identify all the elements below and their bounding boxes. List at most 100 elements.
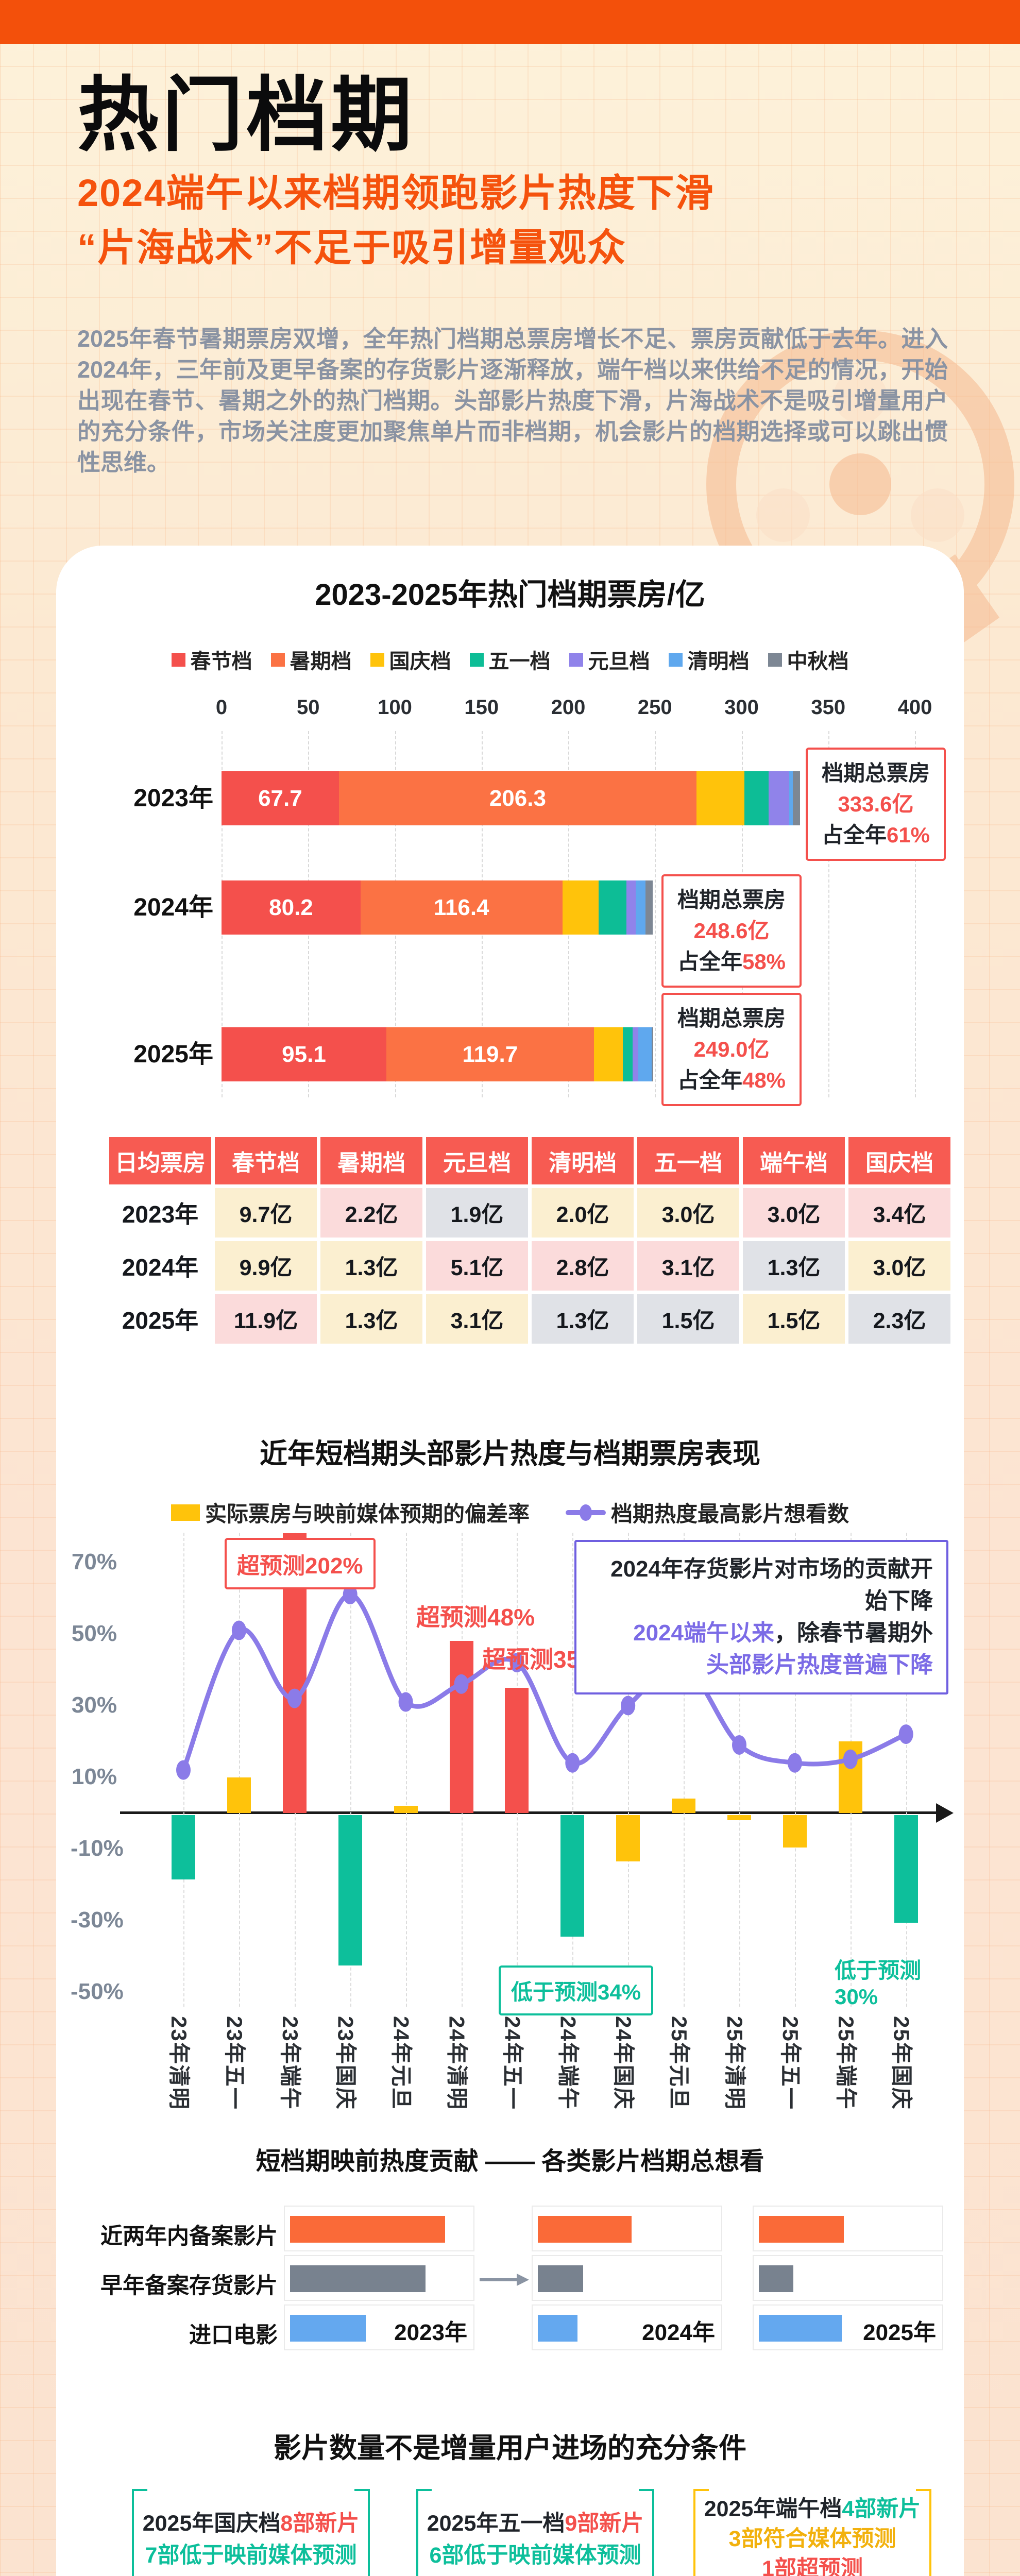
contribution-bar <box>290 2216 445 2243</box>
table-cell: 2.0亿 <box>532 1188 634 1238</box>
x-category-label: 25年端午 <box>834 2016 858 2110</box>
deviation-bar <box>783 1815 807 1848</box>
x-category-label: 24年国庆 <box>611 2016 636 2110</box>
text-segment: 8部新片 <box>280 2511 360 2536</box>
gridline <box>739 1533 740 2007</box>
table-cell: 11.9亿 <box>215 1294 317 1344</box>
contribution-cell <box>753 2255 943 2301</box>
contribution-bar <box>759 2216 844 2243</box>
text-segment: 58% <box>742 950 786 974</box>
stacked-chart-title: 2023-2025年热门档期票房/亿 <box>315 578 705 612</box>
contribution-cell <box>753 2304 943 2350</box>
legend-label: 元旦档 <box>588 650 650 673</box>
stacked-chart-legend: 春节档 暑期档 国庆档 五一档 元旦档 清明档 中秋档 <box>56 645 964 674</box>
legend-swatch-icon <box>370 652 384 667</box>
table-row-label: 2025年 <box>122 1307 199 1334</box>
bracket-box: 2025年五一档9部新片 6部低于映前媒体预测 <box>416 2489 654 2576</box>
legend-label: 清明档 <box>687 650 750 673</box>
callout-line-2: 248.6亿 <box>693 919 770 943</box>
legend-item: 元旦档 <box>569 645 650 674</box>
x-category-label: 24年清明 <box>445 2016 469 2110</box>
bracket-box-line: 1部超预测 <box>693 2554 931 2576</box>
text-segment: ，除春节暑期外 <box>774 1620 933 1646</box>
deviation-bar <box>505 1687 529 1813</box>
contribution-panel: 2024年 <box>532 2206 722 2354</box>
deviation-bar <box>449 1641 473 1813</box>
bracket-box-line: 6部低于映前媒体预测 <box>416 2539 654 2571</box>
deviation-bar <box>894 1815 918 1923</box>
page-subtitle: 2024端午以来档期领跑影片热度下滑 “片海战术”不足于吸引增量观众 <box>77 166 715 275</box>
table-cell: 3.0亿 <box>637 1188 739 1238</box>
row-year-label: 2023年 <box>133 785 213 812</box>
text-segment: 占全年 <box>677 1068 742 1092</box>
y-tick-label: 10% <box>71 1764 117 1789</box>
table-cell: 9.7亿 <box>215 1188 317 1238</box>
x-category-label: 23年国庆 <box>333 2016 358 2110</box>
note-line-2: 2024端午以来，除春节暑期外 <box>590 1617 933 1649</box>
bracket-box-line: 3部符合媒体预测 <box>693 2524 931 2554</box>
deviation-chart-plot: 超预测202% 超预测48% 超预测35% 低于预测34% 低于预测30% 20… <box>71 1533 954 2110</box>
callout-line-3: 占全年48% <box>667 1065 796 1096</box>
contribution-row-label: 近两年内备案影片 <box>100 2224 278 2249</box>
axis-tick-label: 0 <box>215 696 228 719</box>
axis-tick-label: 50 <box>297 696 320 719</box>
legend-swatch-icon <box>668 652 683 667</box>
deviation-chart-title: 近年短档期头部影片热度与档期票房表现 <box>260 1438 760 1469</box>
text-segment: 3部符合媒体预测 <box>728 2527 896 2551</box>
callout-line-1: 档期总票房 <box>677 888 786 912</box>
gridline <box>628 1533 630 2007</box>
gridline <box>239 1533 240 2007</box>
table-header-cell: 五一档 <box>637 1137 739 1184</box>
note-line-3: 头部影片热度普遍下降 <box>706 1652 933 1677</box>
x-category-label: 25年五一 <box>778 2016 803 2110</box>
bracket-box-line: 2025年五一档9部新片 <box>416 2507 654 2539</box>
table-header-cell: 清明档 <box>532 1137 634 1184</box>
table-header-cell: 元旦档 <box>426 1137 528 1184</box>
stack-bar-segment <box>645 880 653 935</box>
legend-item: 暑期档 <box>270 645 352 674</box>
note-box: 2024年存货影片对市场的贡献开始下降 2024端午以来，除春节暑期外 头部影片… <box>574 1540 948 1694</box>
axis-arrow-icon <box>936 1803 954 1823</box>
table-cell: 3.0亿 <box>743 1188 845 1238</box>
stack-bar-segment: 95.1 <box>222 1027 386 1081</box>
deviation-bar <box>227 1777 251 1813</box>
legend-swatch-icon <box>171 652 185 667</box>
y-tick-label: -10% <box>71 1835 124 1861</box>
contribution-panel: 2023年 <box>284 2206 474 2354</box>
stack-bar-segment <box>768 771 790 825</box>
stacked-bar-row: 95.1 119.7 <box>222 1027 915 1081</box>
contribution-panel: 2025年 <box>753 2206 943 2354</box>
text-segment: 2025年端午档 <box>704 2497 842 2521</box>
bracket-box-line: 7部低于映前媒体预测 <box>132 2539 370 2571</box>
contribution-cell <box>284 2255 474 2301</box>
axis-tick-label: 200 <box>551 696 586 719</box>
intro-paragraph: 2025年春节暑期票房双增，全年热门档期总票房增长不足、票房贡献低于去年。进入2… <box>77 326 948 476</box>
table-cell: 9.9亿 <box>215 1241 317 1291</box>
deviation-bar <box>394 1806 418 1813</box>
callout-line-1: 档期总票房 <box>677 1006 786 1030</box>
annotation-under-30: 低于预测30% <box>835 1958 922 2009</box>
text-segment: 2025年国庆档 <box>142 2511 281 2536</box>
x-category-label: 24年元旦 <box>389 2016 414 2110</box>
axis-tick-label: 400 <box>897 696 932 719</box>
deviation-bar <box>727 1815 751 1821</box>
callout-line-2: 333.6亿 <box>838 792 914 816</box>
page-title: 热门档期 <box>77 70 415 161</box>
legend-item: 国庆档 <box>370 645 451 674</box>
legend-item: 清明档 <box>668 645 750 674</box>
callout-line-3: 占全年58% <box>667 946 796 977</box>
arrow-right-icon <box>480 2274 529 2286</box>
gridline <box>655 731 656 1097</box>
legend-swatch-icon <box>469 652 484 667</box>
stack-bar-segment <box>651 1027 653 1081</box>
x-category-label: 23年端午 <box>278 2016 302 2110</box>
axis-tick-label: 350 <box>811 696 846 719</box>
contribution-cell <box>284 2206 474 2251</box>
panel-year-label: 2023年 <box>394 2320 467 2345</box>
contribution-bar <box>759 2315 842 2342</box>
deviation-bar <box>560 1815 585 1937</box>
stack-bar-segment <box>636 880 646 935</box>
stack-bar-segment: 206.3 <box>338 771 696 825</box>
text-segment: 61% <box>886 823 930 847</box>
